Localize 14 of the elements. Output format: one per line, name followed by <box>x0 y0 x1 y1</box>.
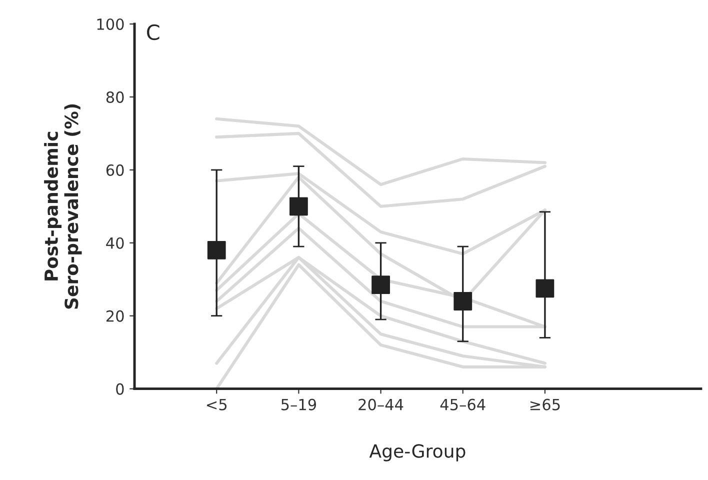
x-tick-label: 45–64 <box>440 398 486 410</box>
x-axis-title: Age-Group <box>369 444 466 462</box>
y-tick-label: 40 <box>106 237 124 249</box>
x-tick-label: 20–44 <box>358 398 404 410</box>
y-axis-title: Post-pandemic Sero-prevalence (%) <box>44 104 82 309</box>
chart-title: C <box>147 24 160 40</box>
x-tick-label: 5–19 <box>281 398 316 410</box>
x-tick-label: <5 <box>206 398 227 410</box>
y-tick-label: 100 <box>97 18 124 30</box>
x-tick-label: ≥65 <box>530 398 560 410</box>
y-tick-label: 80 <box>106 91 124 103</box>
y-tick-label: 0 <box>116 383 124 395</box>
y-tick-label: 60 <box>106 164 124 176</box>
y-tick-label: 20 <box>106 310 124 322</box>
